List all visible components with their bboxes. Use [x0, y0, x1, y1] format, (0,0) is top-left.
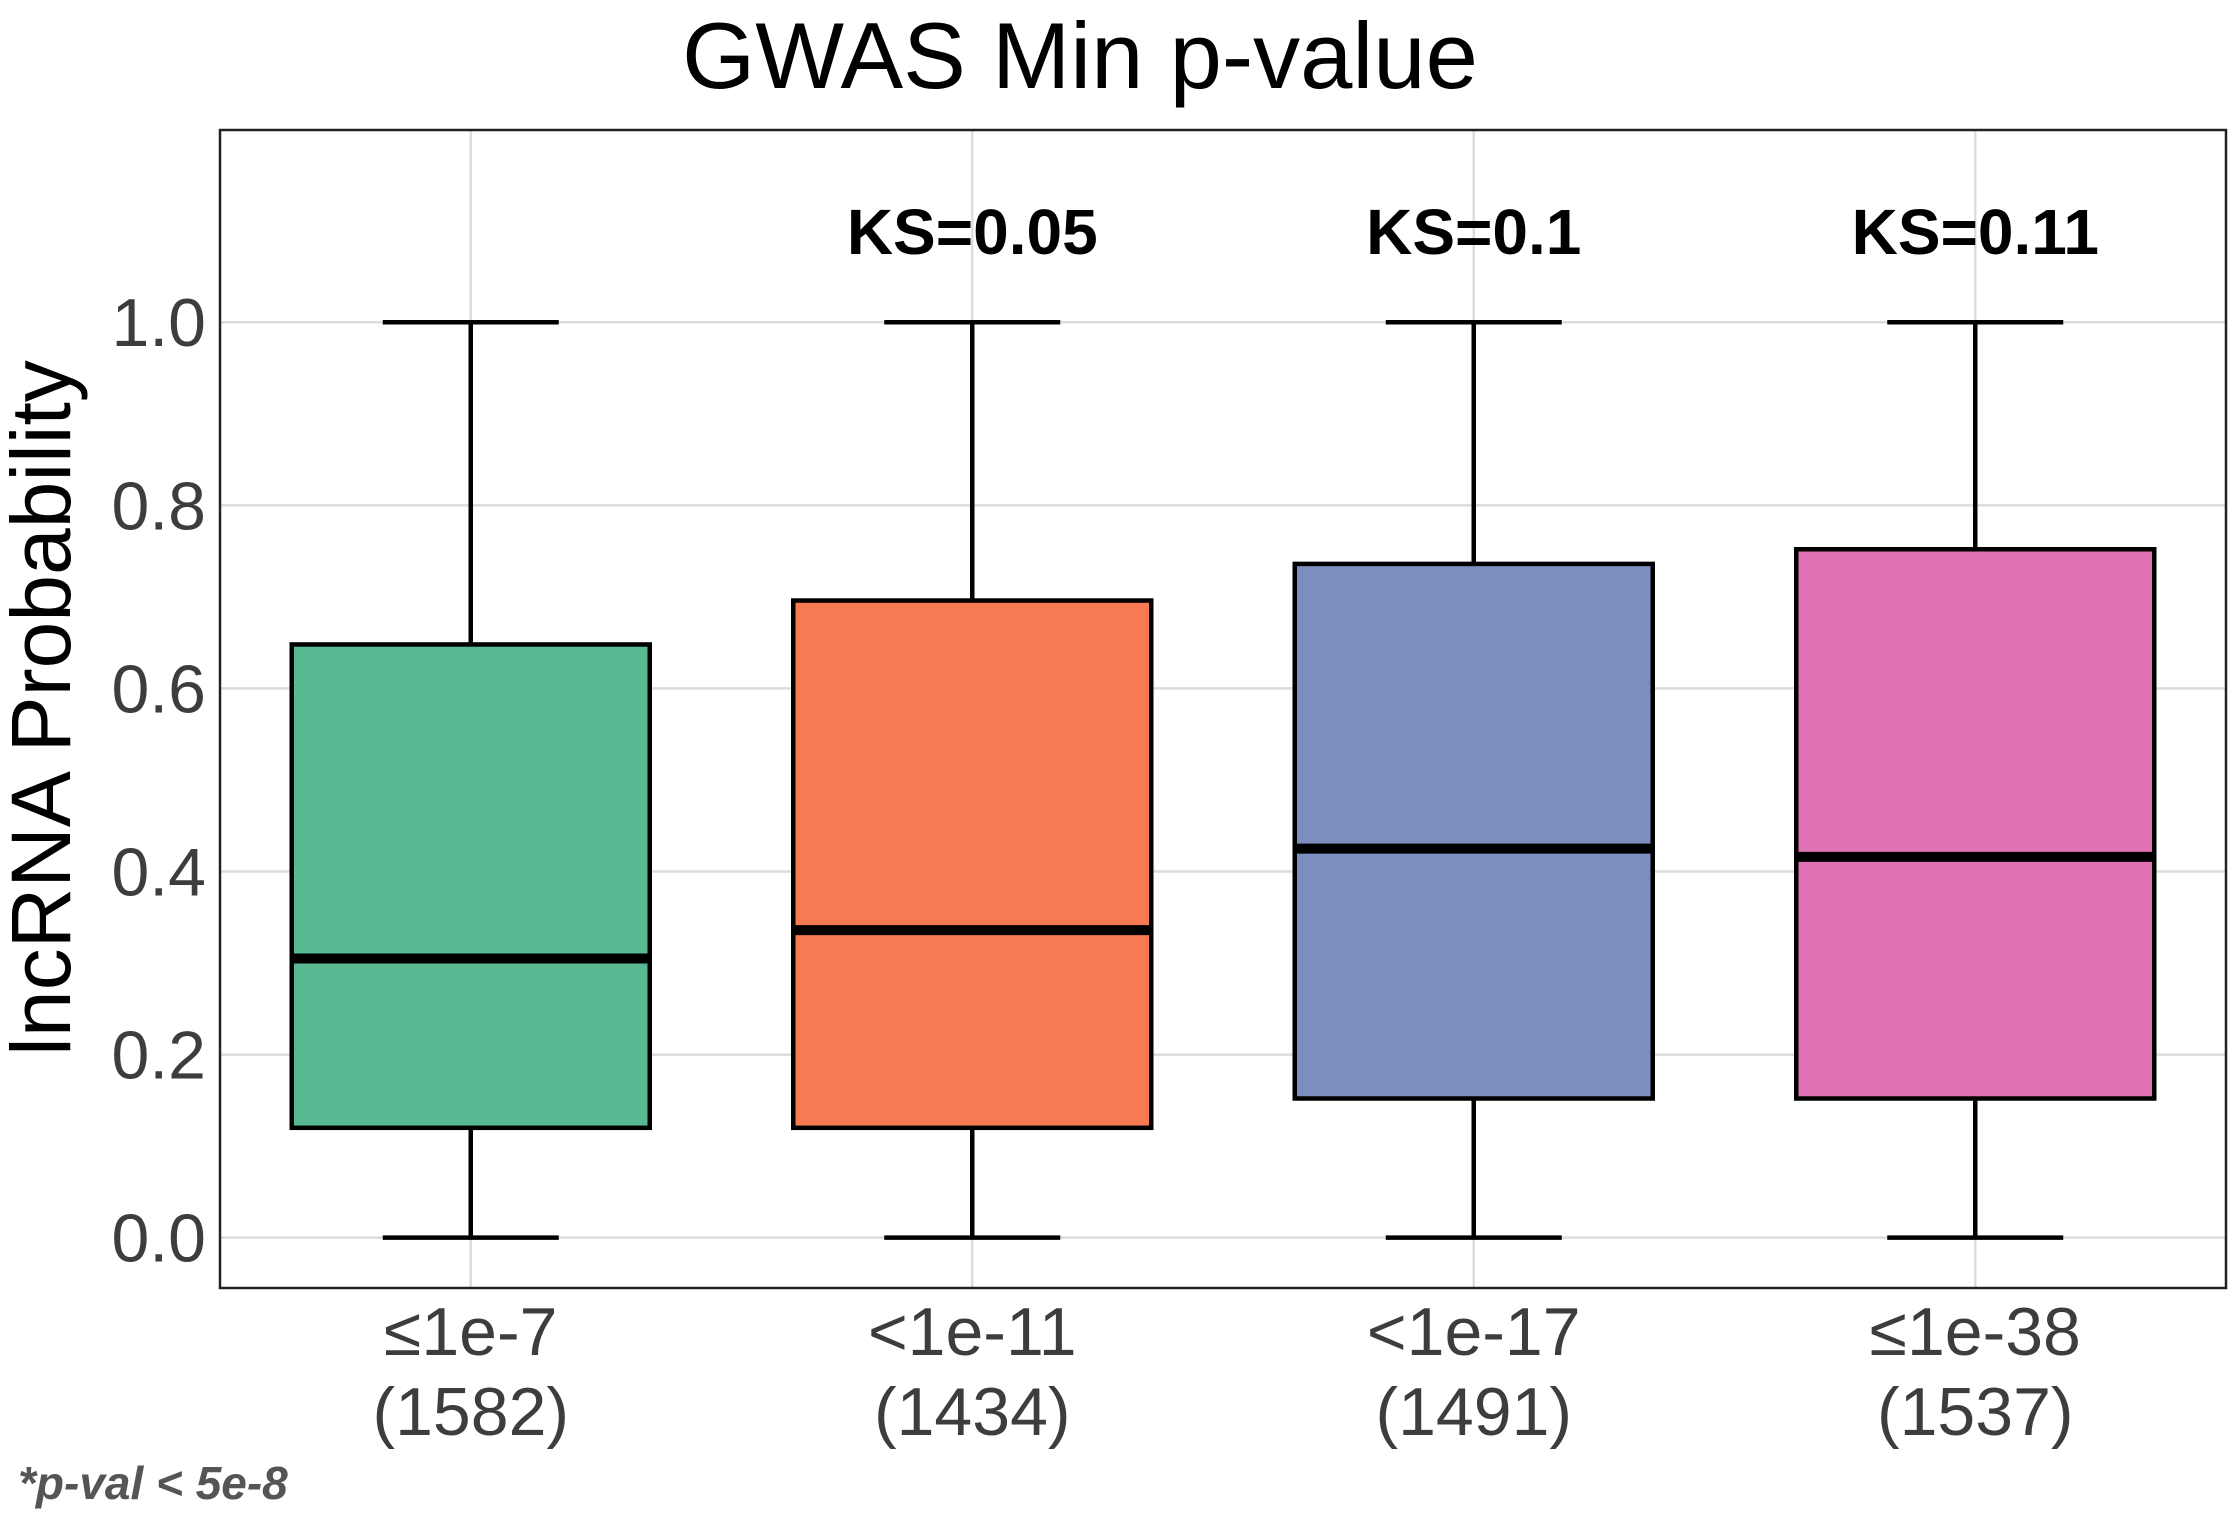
x-tick-count: (1434) [874, 1374, 1071, 1450]
y-tick-label: 0.0 [111, 1201, 206, 1277]
ks-annotation: KS=0.05 [847, 196, 1098, 268]
y-axis-label: lncRNA Probability [0, 360, 88, 1056]
y-axis-ticks: 0.0 0.2 0.4 0.6 0.8 1.0 [111, 285, 206, 1276]
box-plot-1 [289, 319, 652, 1240]
ks-annotation: KS=0.1 [1366, 196, 1581, 268]
y-tick-label: 0.8 [111, 468, 206, 544]
y-tick-label: 0.6 [111, 651, 206, 727]
ks-annotations: KS=0.05 KS=0.1 KS=0.11 [847, 196, 2099, 268]
y-tick-label: 0.4 [111, 834, 206, 910]
box-plot-2 [791, 319, 1154, 1240]
x-tick-count: (1537) [1877, 1374, 2074, 1450]
y-tick-label: 1.0 [111, 285, 206, 361]
x-tick-count: (1491) [1375, 1374, 1572, 1450]
x-axis-ticks: ≤1e-7(1582) <1e-11(1434) <1e-17(1491) ≤1e-3… [372, 1294, 2080, 1450]
y-tick-label: 0.2 [111, 1018, 206, 1094]
box-plot-3 [1292, 319, 1655, 1240]
interquartile-box [1794, 547, 2157, 1101]
interquartile-box [289, 642, 652, 1131]
x-tick-count: (1582) [372, 1374, 569, 1450]
plot-panel [218, 128, 2228, 1290]
footnote: *p-val < 5e-8 [18, 1457, 288, 1509]
box-plot-4 [1794, 319, 2157, 1240]
chart-title: GWAS Min p-value [682, 3, 1478, 108]
box-plots [289, 319, 2157, 1240]
x-tick-label: ≤1e-38 [1870, 1294, 2081, 1370]
x-tick-label: <1e-11 [868, 1294, 1077, 1370]
interquartile-box [791, 598, 1154, 1131]
x-tick-label: <1e-17 [1367, 1294, 1581, 1370]
x-tick-label: ≤1e-7 [384, 1294, 557, 1370]
interquartile-box [1292, 561, 1655, 1101]
ks-annotation: KS=0.11 [1852, 196, 2099, 268]
